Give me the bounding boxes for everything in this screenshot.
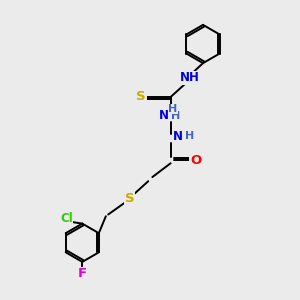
- Text: H: H: [168, 104, 178, 114]
- Text: S: S: [124, 192, 134, 205]
- Text: N: N: [159, 109, 169, 122]
- Text: NH: NH: [180, 71, 200, 84]
- Text: N: N: [173, 130, 183, 143]
- Text: H: H: [172, 110, 181, 121]
- Text: F: F: [78, 267, 87, 280]
- Text: Cl: Cl: [60, 212, 73, 225]
- Text: H: H: [185, 131, 195, 141]
- Text: S: S: [136, 91, 146, 103]
- Text: O: O: [190, 154, 201, 167]
